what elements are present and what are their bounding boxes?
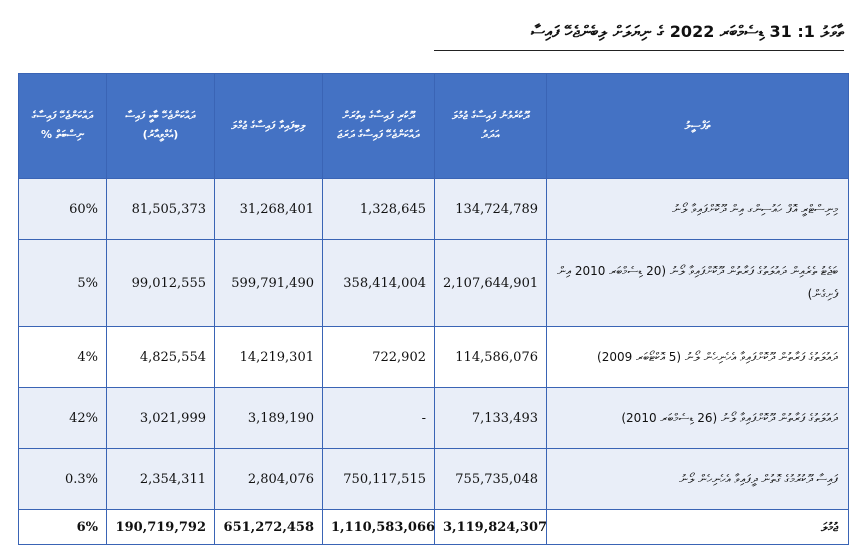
total-row: 6% 190,719,792 651,272,458 1,110,583,066…	[18, 509, 849, 545]
cell-extra: -	[322, 387, 435, 449]
header-received: ލިބިފައިވާ ފައިސާގެ ޖުމްލަ	[214, 73, 323, 179]
cell-percent: 0.3%	[18, 448, 107, 510]
table-row: 0.3% 2,354,311 2,804,076 750,117,515 755…	[18, 448, 849, 510]
cell-issued: 134,724,789	[434, 178, 547, 240]
page-title: ތާވަލު 1: 31 ޑިސެމްބަރ 2022 ގެ ނިޔަލަށް …	[530, 22, 844, 41]
cell-received: 14,219,301	[214, 326, 323, 388]
total-extra: 1,110,583,066	[322, 509, 435, 545]
cell-label: ފައިސާ ދޫކުރުމުގެ ގޮތުން ދީފައިވާ އެހެނި…	[546, 448, 849, 510]
cell-balance: 99,012,555	[106, 239, 215, 327]
cell-issued: 7,133,493	[434, 387, 547, 449]
header-percent: ދައްކަންޖެހޭ ފައިސާގެ ނިސްބަތް %	[18, 73, 107, 179]
cell-extra: 358,414,004	[322, 239, 435, 327]
cell-label: ބަޖެޓު ތެރެއިން ދައުލަތުގެ ފަރާތުން ދޫކޮ…	[546, 239, 849, 327]
cell-label: ދައުލަތުގެ ފަރާތުން ދޫކޮށްފައިވާ އެހެނިހ…	[546, 326, 849, 388]
total-received: 651,272,458	[214, 509, 323, 545]
cell-percent: 60%	[18, 178, 107, 240]
header-category: ތަފްސީލު	[546, 73, 849, 179]
title-rule: ތާވަލު 1: 31 ޑިސެމްބަރ 2022 ގެ ނިޔަލަށް …	[434, 18, 844, 51]
cell-extra: 722,902	[322, 326, 435, 388]
cell-issued: 2,107,644,901	[434, 239, 547, 327]
cell-percent: 5%	[18, 239, 107, 327]
table-row: 4% 4,825,554 14,219,301 722,902 114,586,…	[18, 326, 849, 388]
table-row: 60% 81,505,373 31,268,401 1,328,645 134,…	[18, 178, 849, 240]
loan-receivables-table: ދައްކަންޖެހޭ ފައިސާގެ ނިސްބަތް % ދައްކަނ…	[18, 73, 849, 545]
header-issued: ދޫކުރެވުނު ފައިސާގެ ޖުމުލަ އަދަދު	[434, 73, 547, 179]
cell-label: ދައުލަތުގެ ފަރާތުން ދޫކޮށްފައިވާ ލޯނު (2…	[546, 387, 849, 449]
table-row: 42% 3,021,999 3,189,190 - 7,133,493 ދައު…	[18, 387, 849, 449]
cell-balance: 3,021,999	[106, 387, 215, 449]
cell-issued: 755,735,048	[434, 448, 547, 510]
cell-balance: 4,825,554	[106, 326, 215, 388]
cell-balance: 2,354,311	[106, 448, 215, 510]
header-row: ދައްކަންޖެހޭ ފައިސާގެ ނިސްބަތް % ދައްކަނ…	[18, 73, 849, 179]
cell-extra: 750,117,515	[322, 448, 435, 510]
cell-percent: 4%	[18, 326, 107, 388]
total-issued: 3,119,824,307	[434, 509, 547, 545]
header-extra: ދޫކުރި ފައިސާގެ އިތުރަށް ދައްކަންޖެހޭ ފަ…	[322, 73, 435, 179]
cell-received: 31,268,401	[214, 178, 323, 240]
cell-issued: 114,586,076	[434, 326, 547, 388]
cell-balance: 81,505,373	[106, 178, 215, 240]
cell-label: މިނިސްޓްރީ އޮފް ހައުސިންގ އިން ދޫކޮށްފައ…	[546, 178, 849, 240]
cell-received: 2,804,076	[214, 448, 323, 510]
total-percent: 6%	[18, 509, 107, 545]
cell-extra: 1,328,645	[322, 178, 435, 240]
total-balance: 190,719,792	[106, 509, 215, 545]
total-label: ޖުމުލަ	[546, 509, 849, 545]
table-row: 5% 99,012,555 599,791,490 358,414,004 2,…	[18, 239, 849, 327]
cell-received: 599,791,490	[214, 239, 323, 327]
header-balance: ދައްކަންޖެހޭ ބާކީ ފައިސާ (އެމްވީއާރު)	[106, 73, 215, 179]
cell-percent: 42%	[18, 387, 107, 449]
cell-received: 3,189,190	[214, 387, 323, 449]
